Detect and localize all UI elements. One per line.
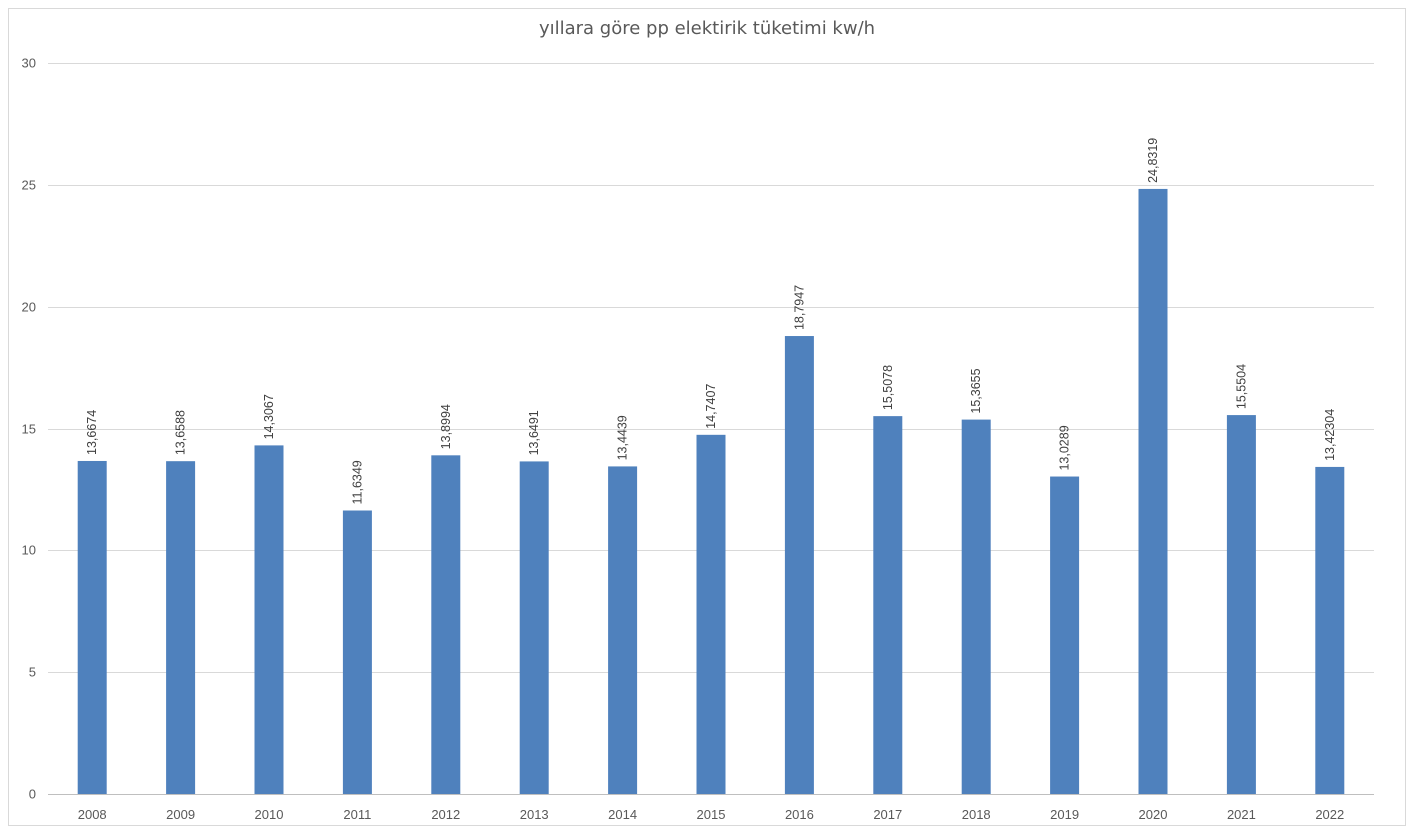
x-tick-label: 2014 [608, 807, 637, 822]
bar [1315, 466, 1345, 794]
data-label: 13,4439 [616, 415, 630, 460]
data-label: 11,6349 [350, 460, 364, 504]
bar [1050, 476, 1080, 794]
data-label: 24,8319 [1146, 138, 1160, 183]
y-tick-label: 30 [22, 56, 36, 71]
y-tick-label: 10 [22, 543, 36, 558]
x-tick-label: 2018 [962, 807, 991, 822]
bar [784, 336, 814, 794]
bars [77, 188, 1345, 794]
data-label: 14,7407 [704, 384, 718, 429]
bar [961, 419, 991, 794]
x-tick-label: 2009 [166, 807, 195, 822]
x-tick-label: 2008 [78, 807, 107, 822]
y-tick-label: 0 [29, 787, 36, 802]
bar [873, 416, 903, 794]
y-tick-label: 15 [22, 422, 36, 437]
bar [608, 466, 638, 794]
x-tick-label: 2020 [1139, 807, 1168, 822]
data-label: 18,7947 [792, 285, 806, 330]
data-label: 13,6491 [527, 410, 541, 455]
x-tick-label: 2015 [697, 807, 726, 822]
x-tick-label: 2019 [1050, 807, 1079, 822]
y-axis-ticks: 0 5 10 15 20 25 30 [22, 56, 36, 802]
data-label: 13,6674 [85, 410, 99, 455]
data-label: 13,6588 [174, 410, 188, 455]
chart-title: yıllara göre pp elektirik tüketimi kw/h [538, 18, 876, 39]
bar [519, 461, 549, 794]
bar [77, 460, 107, 794]
bar [431, 455, 461, 794]
x-tick-label: 2017 [873, 807, 902, 822]
bar [254, 445, 284, 794]
data-label: 14,3067 [262, 394, 276, 439]
data-label: 13,0289 [1058, 425, 1072, 470]
x-axis-ticks: 2008 2009 2010 2011 2012 2013 2014 2015 2016 2017… [78, 807, 1345, 822]
x-tick-label: 2016 [785, 807, 814, 822]
data-label: 13,8994 [439, 404, 453, 449]
data-label: 15,5078 [881, 365, 895, 410]
x-tick-label: 2021 [1227, 807, 1256, 822]
data-labels: 13,6674 13,6588 14,3067 11,6349 13,8994 13,64… [85, 138, 1337, 505]
bar [166, 461, 196, 794]
y-tick-label: 25 [22, 178, 36, 193]
bar [342, 510, 372, 794]
y-tick-label: 20 [22, 300, 36, 315]
data-label: 13,42304 [1323, 409, 1337, 461]
data-label: 15,3655 [969, 368, 983, 413]
y-tick-label: 5 [29, 665, 36, 680]
x-tick-label: 2022 [1315, 807, 1344, 822]
data-label: 15,5504 [1234, 364, 1248, 409]
x-tick-label: 2013 [520, 807, 549, 822]
bar [1138, 188, 1168, 794]
bar [1226, 415, 1256, 794]
x-tick-label: 2011 [343, 807, 371, 822]
bar [696, 434, 726, 794]
x-tick-label: 2012 [431, 807, 460, 822]
x-tick-label: 2010 [255, 807, 284, 822]
